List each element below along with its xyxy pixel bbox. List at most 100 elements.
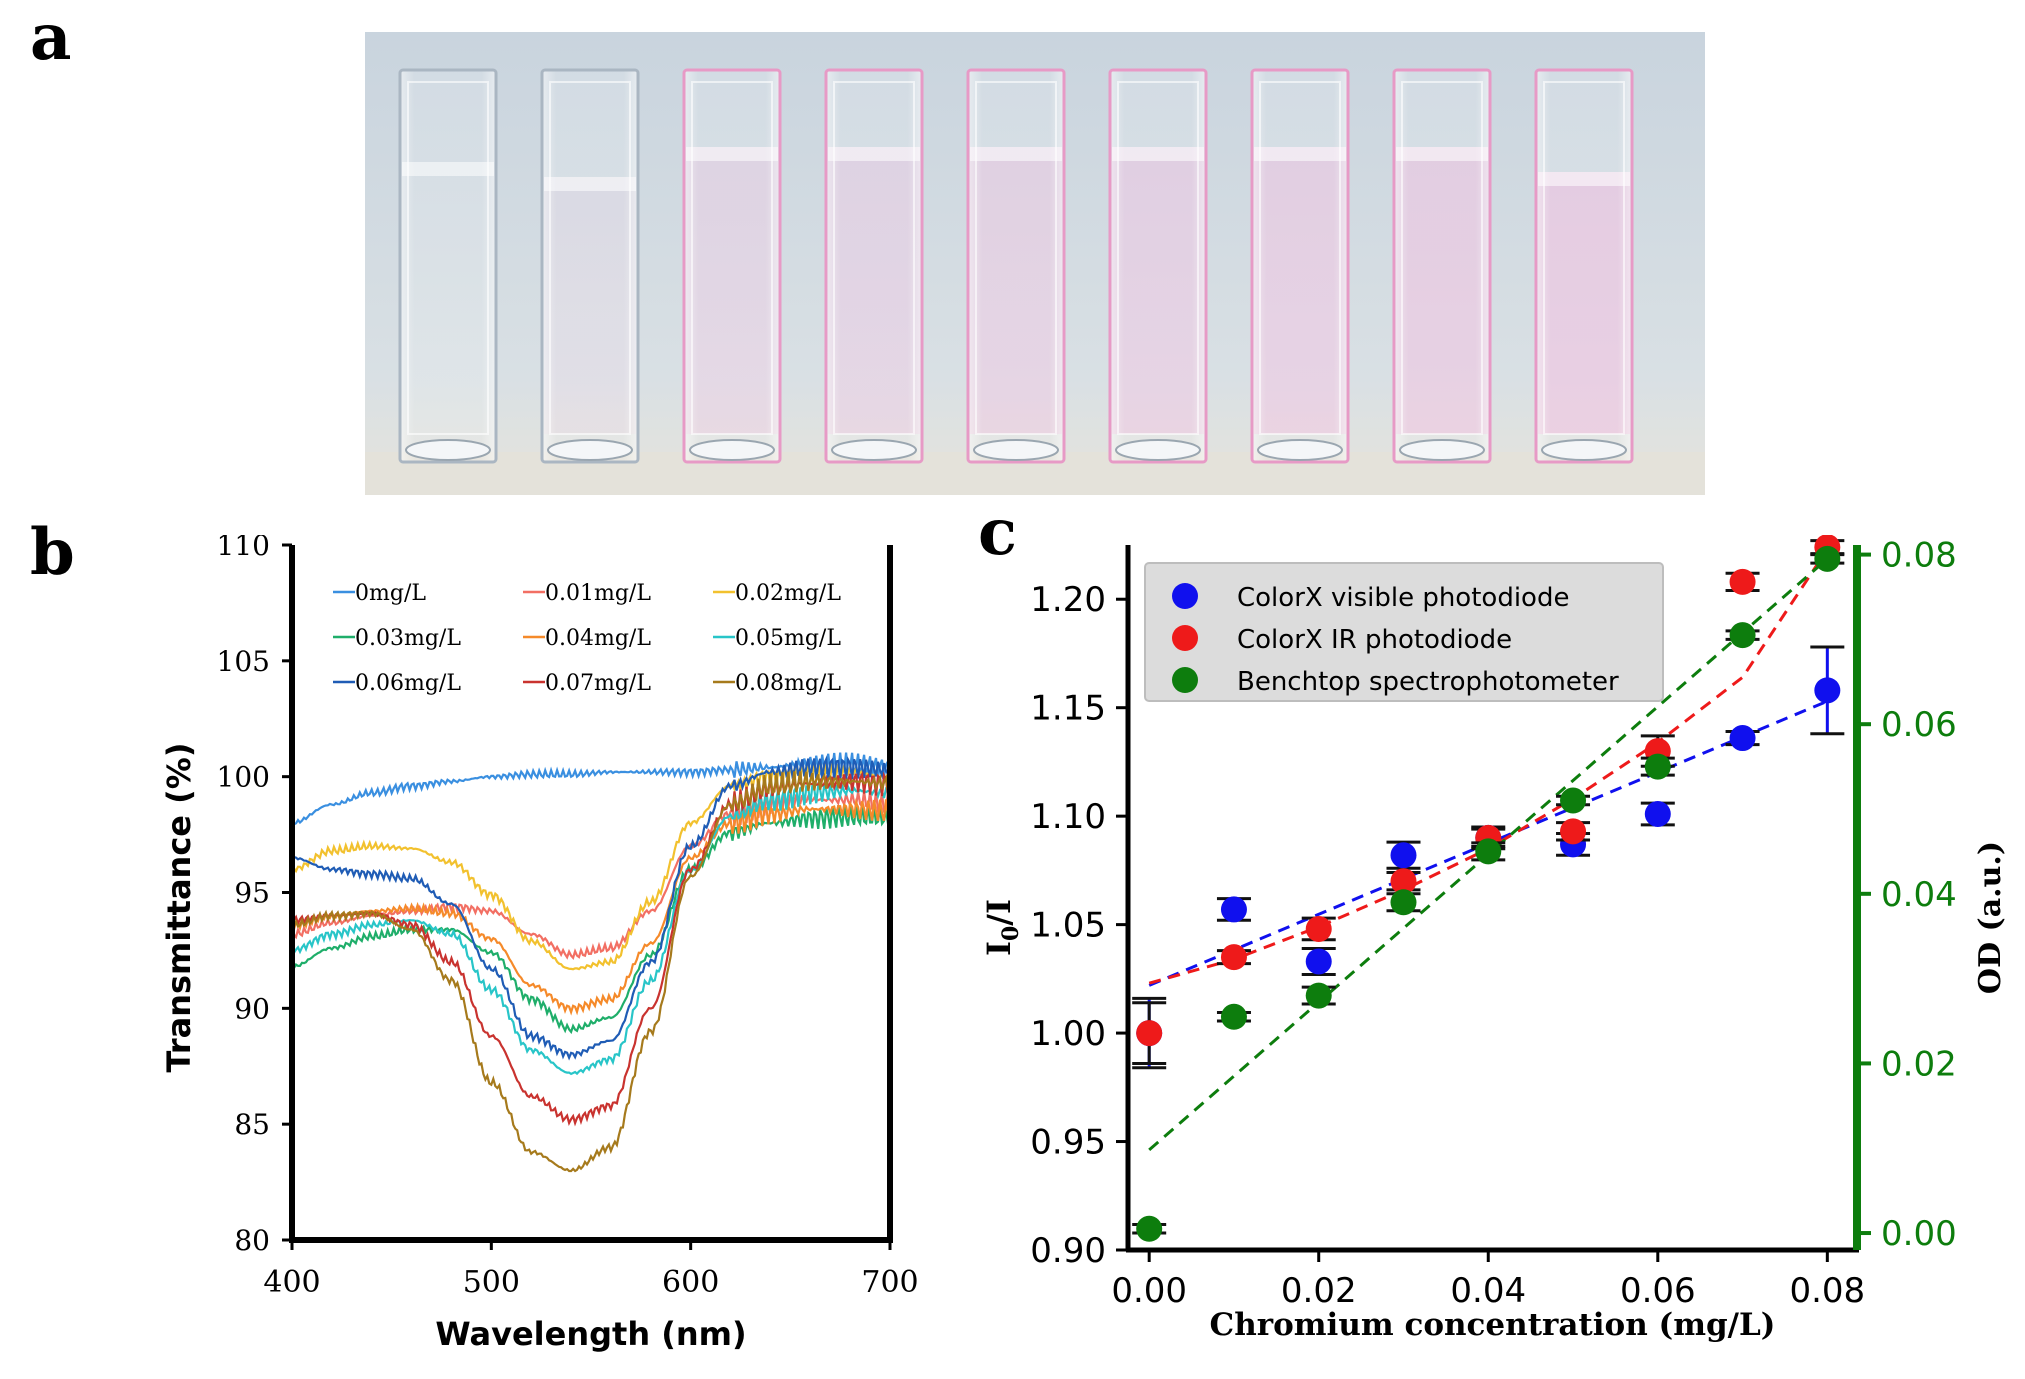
x-tick-label: 400 bbox=[263, 1265, 320, 1300]
legend-label: 0.08mg/L bbox=[735, 671, 841, 696]
panel-label-b: b bbox=[30, 515, 75, 590]
cuvette-glass bbox=[824, 68, 924, 464]
y-tick-label: 0.95 bbox=[1030, 1123, 1106, 1163]
y-axis-title-subscript: 0 bbox=[998, 926, 1024, 941]
cuvette bbox=[1250, 68, 1350, 464]
data-point bbox=[1305, 948, 1332, 975]
data-point bbox=[1729, 568, 1756, 595]
legend-label: 0.02mg/L bbox=[735, 581, 841, 606]
data-point bbox=[1305, 915, 1332, 942]
cuvette-glass bbox=[1534, 68, 1634, 464]
y-tick-label: 100 bbox=[217, 761, 270, 794]
cuvette-base bbox=[1399, 439, 1485, 461]
data-point bbox=[1644, 800, 1671, 827]
data-point bbox=[1644, 753, 1671, 780]
calibration-chart: 0.00 0.02 0.04 0.06 0.08 0.90 0.95 1.00 1.05 1.10… bbox=[980, 535, 2008, 1343]
y2-tick-label: 0.06 bbox=[1881, 705, 1957, 745]
spectrum-line bbox=[291, 803, 892, 1035]
cuvette-inner-edge bbox=[549, 81, 631, 435]
data-point bbox=[1560, 818, 1587, 845]
y-axis-title-main: I bbox=[980, 941, 1018, 956]
cuvette-photo bbox=[365, 32, 1705, 495]
x-tick-label: 0.06 bbox=[1620, 1271, 1696, 1311]
spectrum-line bbox=[291, 771, 892, 1173]
spectrum-line bbox=[290, 797, 891, 1016]
cuvette-inner-edge bbox=[407, 81, 489, 435]
y-tick-label: 1.05 bbox=[1030, 906, 1106, 946]
data-point bbox=[1220, 944, 1247, 971]
cuvette-inner-edge bbox=[691, 81, 773, 435]
x-tick-label: 0.08 bbox=[1789, 1271, 1865, 1311]
y2-tick-label: 0.02 bbox=[1881, 1044, 1957, 1084]
cuvette bbox=[966, 68, 1066, 464]
legend-label: 0.05mg/L bbox=[735, 626, 841, 651]
legend-marker bbox=[1172, 667, 1198, 693]
data-point bbox=[1220, 896, 1247, 923]
cuvette-base bbox=[1257, 439, 1343, 461]
cuvette bbox=[1392, 68, 1492, 464]
x-tick-label: 600 bbox=[662, 1265, 719, 1300]
data-point bbox=[1814, 677, 1841, 704]
y-tick-label: 105 bbox=[217, 645, 270, 678]
cuvette-base bbox=[1115, 439, 1201, 461]
cuvette-base bbox=[405, 439, 491, 461]
data-point bbox=[1390, 889, 1417, 916]
cuvette-base bbox=[973, 439, 1059, 461]
cuvette-glass bbox=[682, 68, 782, 464]
cuvette-base bbox=[1541, 439, 1627, 461]
x-axis-title: Wavelength (nm) bbox=[435, 1315, 746, 1353]
x-axis-title: Chromium concentration (mg/L) bbox=[1210, 1307, 1776, 1343]
cuvette bbox=[824, 68, 924, 464]
transmittance-chart: 400 500 600 700 80 85 90 95 100 105 110 Wavelength … bbox=[160, 535, 919, 1353]
cuvette bbox=[682, 68, 782, 464]
y-tick-label: 80 bbox=[234, 1224, 270, 1257]
cuvette bbox=[398, 68, 498, 464]
y2-tick-label: 0.00 bbox=[1881, 1214, 1957, 1254]
data-point bbox=[1390, 868, 1417, 895]
cuvette-base bbox=[831, 439, 917, 461]
y-tick-label: 1.15 bbox=[1030, 689, 1106, 729]
y2-axis-title: OD (a.u.) bbox=[1973, 841, 2008, 994]
cuvette-glass bbox=[1108, 68, 1208, 464]
cuvette-glass bbox=[1392, 68, 1492, 464]
cuvette-inner-edge bbox=[1401, 81, 1483, 435]
x-tick-label: 700 bbox=[861, 1265, 918, 1300]
y-axis-title: I0/I bbox=[980, 899, 1024, 956]
cuvette bbox=[1108, 68, 1208, 464]
cuvette-base bbox=[547, 439, 633, 461]
y2-tick-label: 0.04 bbox=[1881, 875, 1957, 915]
x-tick-label: 0.04 bbox=[1450, 1271, 1526, 1311]
cuvette-glass bbox=[540, 68, 640, 464]
legend-label: ColorX IR photodiode bbox=[1237, 625, 1512, 655]
legend-label: 0.04mg/L bbox=[545, 626, 651, 651]
cuvette-inner-edge bbox=[975, 81, 1057, 435]
cuvette-glass bbox=[966, 68, 1066, 464]
data-point bbox=[1136, 1020, 1163, 1047]
legend-marker bbox=[1172, 583, 1198, 609]
cuvette-glass bbox=[398, 68, 498, 464]
x-tick-label: 0.02 bbox=[1281, 1271, 1357, 1311]
y2-tick-label: 0.08 bbox=[1881, 536, 1957, 576]
data-point bbox=[1220, 1003, 1247, 1030]
legend-label: 0.03mg/L bbox=[355, 626, 461, 651]
cuvette-inner-edge bbox=[833, 81, 915, 435]
cuvette-glass bbox=[1250, 68, 1350, 464]
y-tick-label: 85 bbox=[234, 1108, 270, 1141]
data-point bbox=[1729, 622, 1756, 649]
cuvette bbox=[540, 68, 640, 464]
x-tick-label: 0.00 bbox=[1111, 1271, 1187, 1311]
y-tick-label: 1.10 bbox=[1030, 797, 1106, 837]
data-point bbox=[1475, 838, 1502, 865]
data-point bbox=[1390, 842, 1417, 869]
cuvette-inner-edge bbox=[1259, 81, 1341, 435]
cuvette-group bbox=[398, 68, 1634, 464]
legend-marker bbox=[1172, 625, 1198, 651]
legend-label: 0mg/L bbox=[355, 581, 426, 606]
cuvette-base bbox=[689, 439, 775, 461]
legend-label: 0.07mg/L bbox=[545, 671, 651, 696]
y-axis-title: Transmittance (%) bbox=[160, 743, 198, 1073]
panel-label-c: c bbox=[978, 495, 1017, 570]
legend-label: Benchtop spectrophotometer bbox=[1237, 667, 1619, 697]
data-point bbox=[1136, 1215, 1163, 1242]
legend-label: 0.06mg/L bbox=[355, 671, 461, 696]
